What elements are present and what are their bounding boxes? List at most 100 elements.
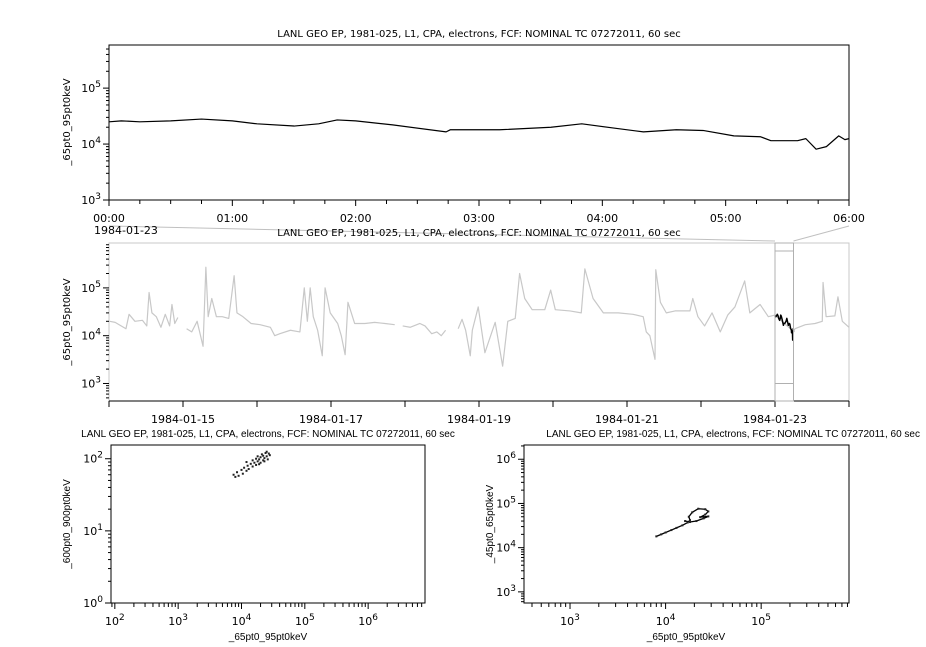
data-point bbox=[266, 458, 269, 461]
x-tick-label: 106 bbox=[358, 613, 378, 628]
y-tick-label: 105 bbox=[496, 495, 516, 510]
data-point bbox=[256, 460, 259, 463]
data-line bbox=[186, 266, 395, 357]
data-point bbox=[684, 520, 687, 523]
x-tick-label: 05:00 bbox=[710, 212, 742, 225]
data-point bbox=[247, 468, 250, 471]
y-tick-label: 100 bbox=[83, 595, 103, 610]
data-point bbox=[670, 529, 673, 532]
data-point bbox=[697, 507, 700, 510]
y-tick-label: 104 bbox=[496, 540, 516, 555]
y-tick-label: 106 bbox=[496, 451, 516, 466]
data-point bbox=[258, 463, 261, 466]
data-point bbox=[695, 520, 698, 523]
data-point bbox=[688, 519, 691, 522]
highlight-line bbox=[774, 313, 795, 341]
data-point bbox=[259, 456, 262, 459]
data-point bbox=[660, 533, 663, 536]
y-tick-label: 104 bbox=[81, 328, 101, 343]
x-tick-label: 1984-01-15 bbox=[151, 413, 215, 426]
data-point bbox=[236, 471, 239, 474]
y-tick-label: 103 bbox=[81, 375, 101, 390]
y-tick-label: 103 bbox=[496, 584, 516, 599]
x-tick-label: 1984-01-19 bbox=[447, 413, 511, 426]
panel3-y-axis-label: _600pt0_900pt0keV bbox=[62, 479, 73, 570]
panel4-x-axis-label: _65pt0_95pt0keV bbox=[646, 632, 726, 643]
data-point bbox=[245, 469, 248, 472]
data-point bbox=[265, 455, 268, 458]
data-point bbox=[246, 464, 249, 467]
data-line bbox=[457, 268, 850, 367]
data-point bbox=[234, 475, 237, 478]
plot-frame bbox=[108, 44, 850, 201]
data-point bbox=[263, 457, 266, 460]
y-tick-label: 105 bbox=[81, 280, 101, 295]
data-point bbox=[259, 461, 262, 464]
data-line bbox=[402, 322, 447, 337]
data-point bbox=[707, 515, 710, 518]
x-tick-label: 03:00 bbox=[463, 212, 495, 225]
zoom-window-box bbox=[774, 242, 794, 402]
panel-scatter-45-65kev: 103 104 105 103 104 105 106 bbox=[496, 444, 850, 628]
x-tick-label: 103 bbox=[560, 613, 580, 628]
data-line bbox=[109, 291, 179, 330]
panel2-y-axis-label: _65pt0_95pt0keV bbox=[62, 278, 73, 366]
data-point bbox=[260, 453, 263, 456]
x-tick-label: 00:00 bbox=[93, 212, 125, 225]
x-tick-label: 06:00 bbox=[833, 212, 865, 225]
panel1-y-axis-label: _65pt0_95pt0keV bbox=[62, 78, 73, 166]
x-tick-label: 1984-01-23 bbox=[743, 413, 807, 426]
panel-timeseries-zoom: 00:00 01:00 02:00 03:00 04:00 05:00 06:00 103 10… bbox=[81, 44, 865, 225]
data-point bbox=[681, 524, 684, 527]
data-point bbox=[686, 521, 689, 524]
y-tick-label: 103 bbox=[81, 192, 101, 207]
data-point bbox=[664, 531, 667, 534]
data-point bbox=[707, 510, 710, 513]
data-point bbox=[264, 452, 267, 455]
x-tick-label: 105 bbox=[751, 613, 771, 628]
x-tick-label: 105 bbox=[295, 613, 315, 628]
data-point bbox=[255, 457, 258, 460]
data-point bbox=[267, 452, 270, 455]
data-point bbox=[704, 508, 707, 511]
data-point bbox=[253, 461, 256, 464]
panel3-x-axis-label: _65pt0_95pt0keV bbox=[228, 632, 308, 643]
data-point bbox=[241, 472, 244, 475]
data-line bbox=[108, 118, 850, 150]
y-tick-label: 104 bbox=[81, 136, 101, 151]
panel4-y-axis-label: _45pt0_65pt0keV bbox=[485, 484, 496, 564]
x-tick-label: 01:00 bbox=[216, 212, 248, 225]
data-point bbox=[675, 526, 678, 529]
data-point bbox=[258, 458, 261, 461]
x-tick-label: 103 bbox=[168, 613, 188, 628]
panel-scatter-600-900kev: 102 103 104 105 106 100 101 102 bbox=[83, 444, 426, 628]
x-tick-label: 02:00 bbox=[340, 212, 372, 225]
data-point bbox=[704, 513, 707, 516]
panel4-title: LANL GEO EP, 1981-025, L1, CPA, electron… bbox=[546, 429, 920, 440]
data-point bbox=[232, 473, 235, 476]
zoom-connector-left bbox=[108, 225, 776, 242]
data-point bbox=[251, 459, 254, 462]
x-tick-label: 104 bbox=[232, 613, 252, 628]
panel-timeseries-overview: 1984-01-15 1984-01-17 1984-01-19 1984-01-21… bbox=[81, 225, 850, 426]
plot-frame bbox=[108, 242, 850, 402]
x-tick-label: 1984-01-21 bbox=[595, 413, 659, 426]
data-point bbox=[251, 465, 254, 468]
data-point bbox=[687, 515, 690, 518]
x-tick-label: 1984-01-17 bbox=[299, 413, 363, 426]
y-tick-label: 102 bbox=[83, 451, 103, 466]
x-tick-label: 04:00 bbox=[586, 212, 618, 225]
data-point bbox=[262, 454, 265, 457]
panel2-title: LANL GEO EP, 1981-025, L1, CPA, electron… bbox=[277, 228, 680, 239]
panel3-title: LANL GEO EP, 1981-025, L1, CPA, electron… bbox=[81, 429, 455, 440]
data-trace bbox=[656, 508, 709, 537]
x-tick-label: 102 bbox=[105, 613, 125, 628]
panel1-date-label: 1984-01-23 bbox=[94, 224, 158, 237]
data-point bbox=[245, 461, 248, 464]
plot-frame bbox=[523, 444, 850, 604]
data-point bbox=[268, 454, 271, 457]
data-point bbox=[256, 455, 259, 458]
data-point bbox=[263, 460, 266, 463]
data-point bbox=[237, 474, 240, 477]
data-point bbox=[243, 466, 246, 469]
